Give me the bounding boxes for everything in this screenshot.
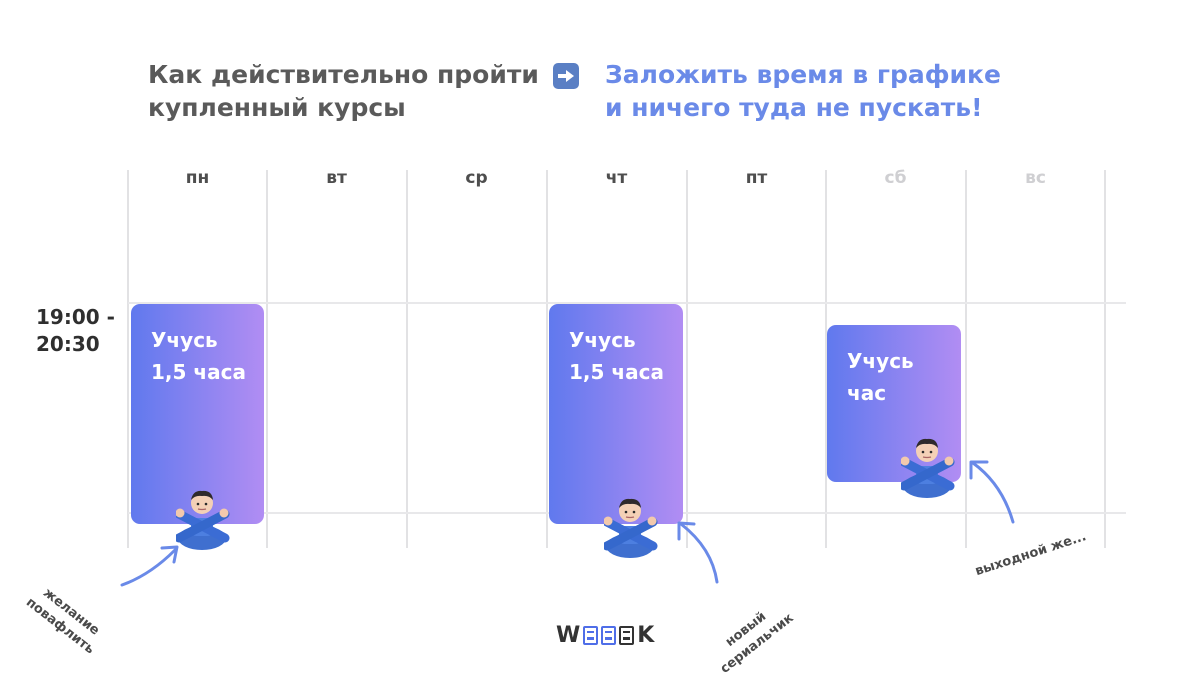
- curved-arrow-icon: [120, 548, 177, 587]
- day-header-thu: чт: [605, 168, 628, 188]
- logo-e-icon: [619, 625, 635, 645]
- headline-right-line2: и ничего туда не пускать!: [605, 93, 983, 122]
- arrow-right-icon: [553, 63, 579, 89]
- headline-right-line1: Заложить время в графике: [605, 60, 1001, 89]
- study-block-duration: 1,5 часа: [151, 360, 246, 384]
- time-slot-end: 20:30: [36, 332, 100, 356]
- logo-letter-w: W: [556, 622, 581, 648]
- study-block-thu[interactable]: Учусь 1,5 часа: [549, 304, 683, 524]
- headline-left: Как действительно пройти купленный курсы: [148, 58, 548, 124]
- time-slot-label: 19:00 - 20:30: [36, 304, 115, 358]
- time-slot-start: 19:00 -: [36, 305, 115, 329]
- logo-e-icon: [583, 625, 599, 645]
- day-header-mon: пн: [185, 168, 210, 188]
- weeek-logo: W K: [556, 622, 654, 648]
- headline-left-line1: Как действительно пройти: [148, 60, 539, 89]
- grid-column-line: [406, 170, 408, 548]
- day-header-sun: вс: [1025, 168, 1046, 188]
- logo-letter-k: K: [637, 622, 655, 648]
- headline-left-line2: купленный курсы: [148, 93, 406, 122]
- grid-column-line: [965, 170, 967, 548]
- study-block-sat[interactable]: Учусь час: [827, 325, 961, 482]
- study-block-title: Учусь: [569, 328, 636, 352]
- grid-column-line: [266, 170, 268, 548]
- study-block-title: Учусь: [847, 349, 914, 373]
- day-header-fri: пт: [745, 168, 768, 188]
- grid-row-line: [128, 302, 1126, 304]
- day-header-wed: ср: [465, 168, 488, 188]
- study-block-duration: час: [847, 381, 887, 405]
- day-header-tue: вт: [326, 168, 347, 188]
- day-header-sat: сб: [884, 168, 907, 188]
- study-block-duration: 1,5 часа: [569, 360, 664, 384]
- study-block-mon[interactable]: Учусь 1,5 часа: [131, 304, 264, 524]
- curved-arrow-icon: [971, 461, 1015, 524]
- grid-column-line: [1104, 170, 1106, 548]
- headline-right: Заложить время в графике и ничего туда н…: [605, 58, 1125, 124]
- grid-column-line: [825, 170, 827, 548]
- curved-arrow-icon: [679, 522, 719, 584]
- study-block-title: Учусь: [151, 328, 218, 352]
- grid-column-line: [686, 170, 688, 548]
- grid-column-line: [127, 170, 129, 548]
- logo-e-icon: [601, 625, 617, 645]
- grid-column-line: [546, 170, 548, 548]
